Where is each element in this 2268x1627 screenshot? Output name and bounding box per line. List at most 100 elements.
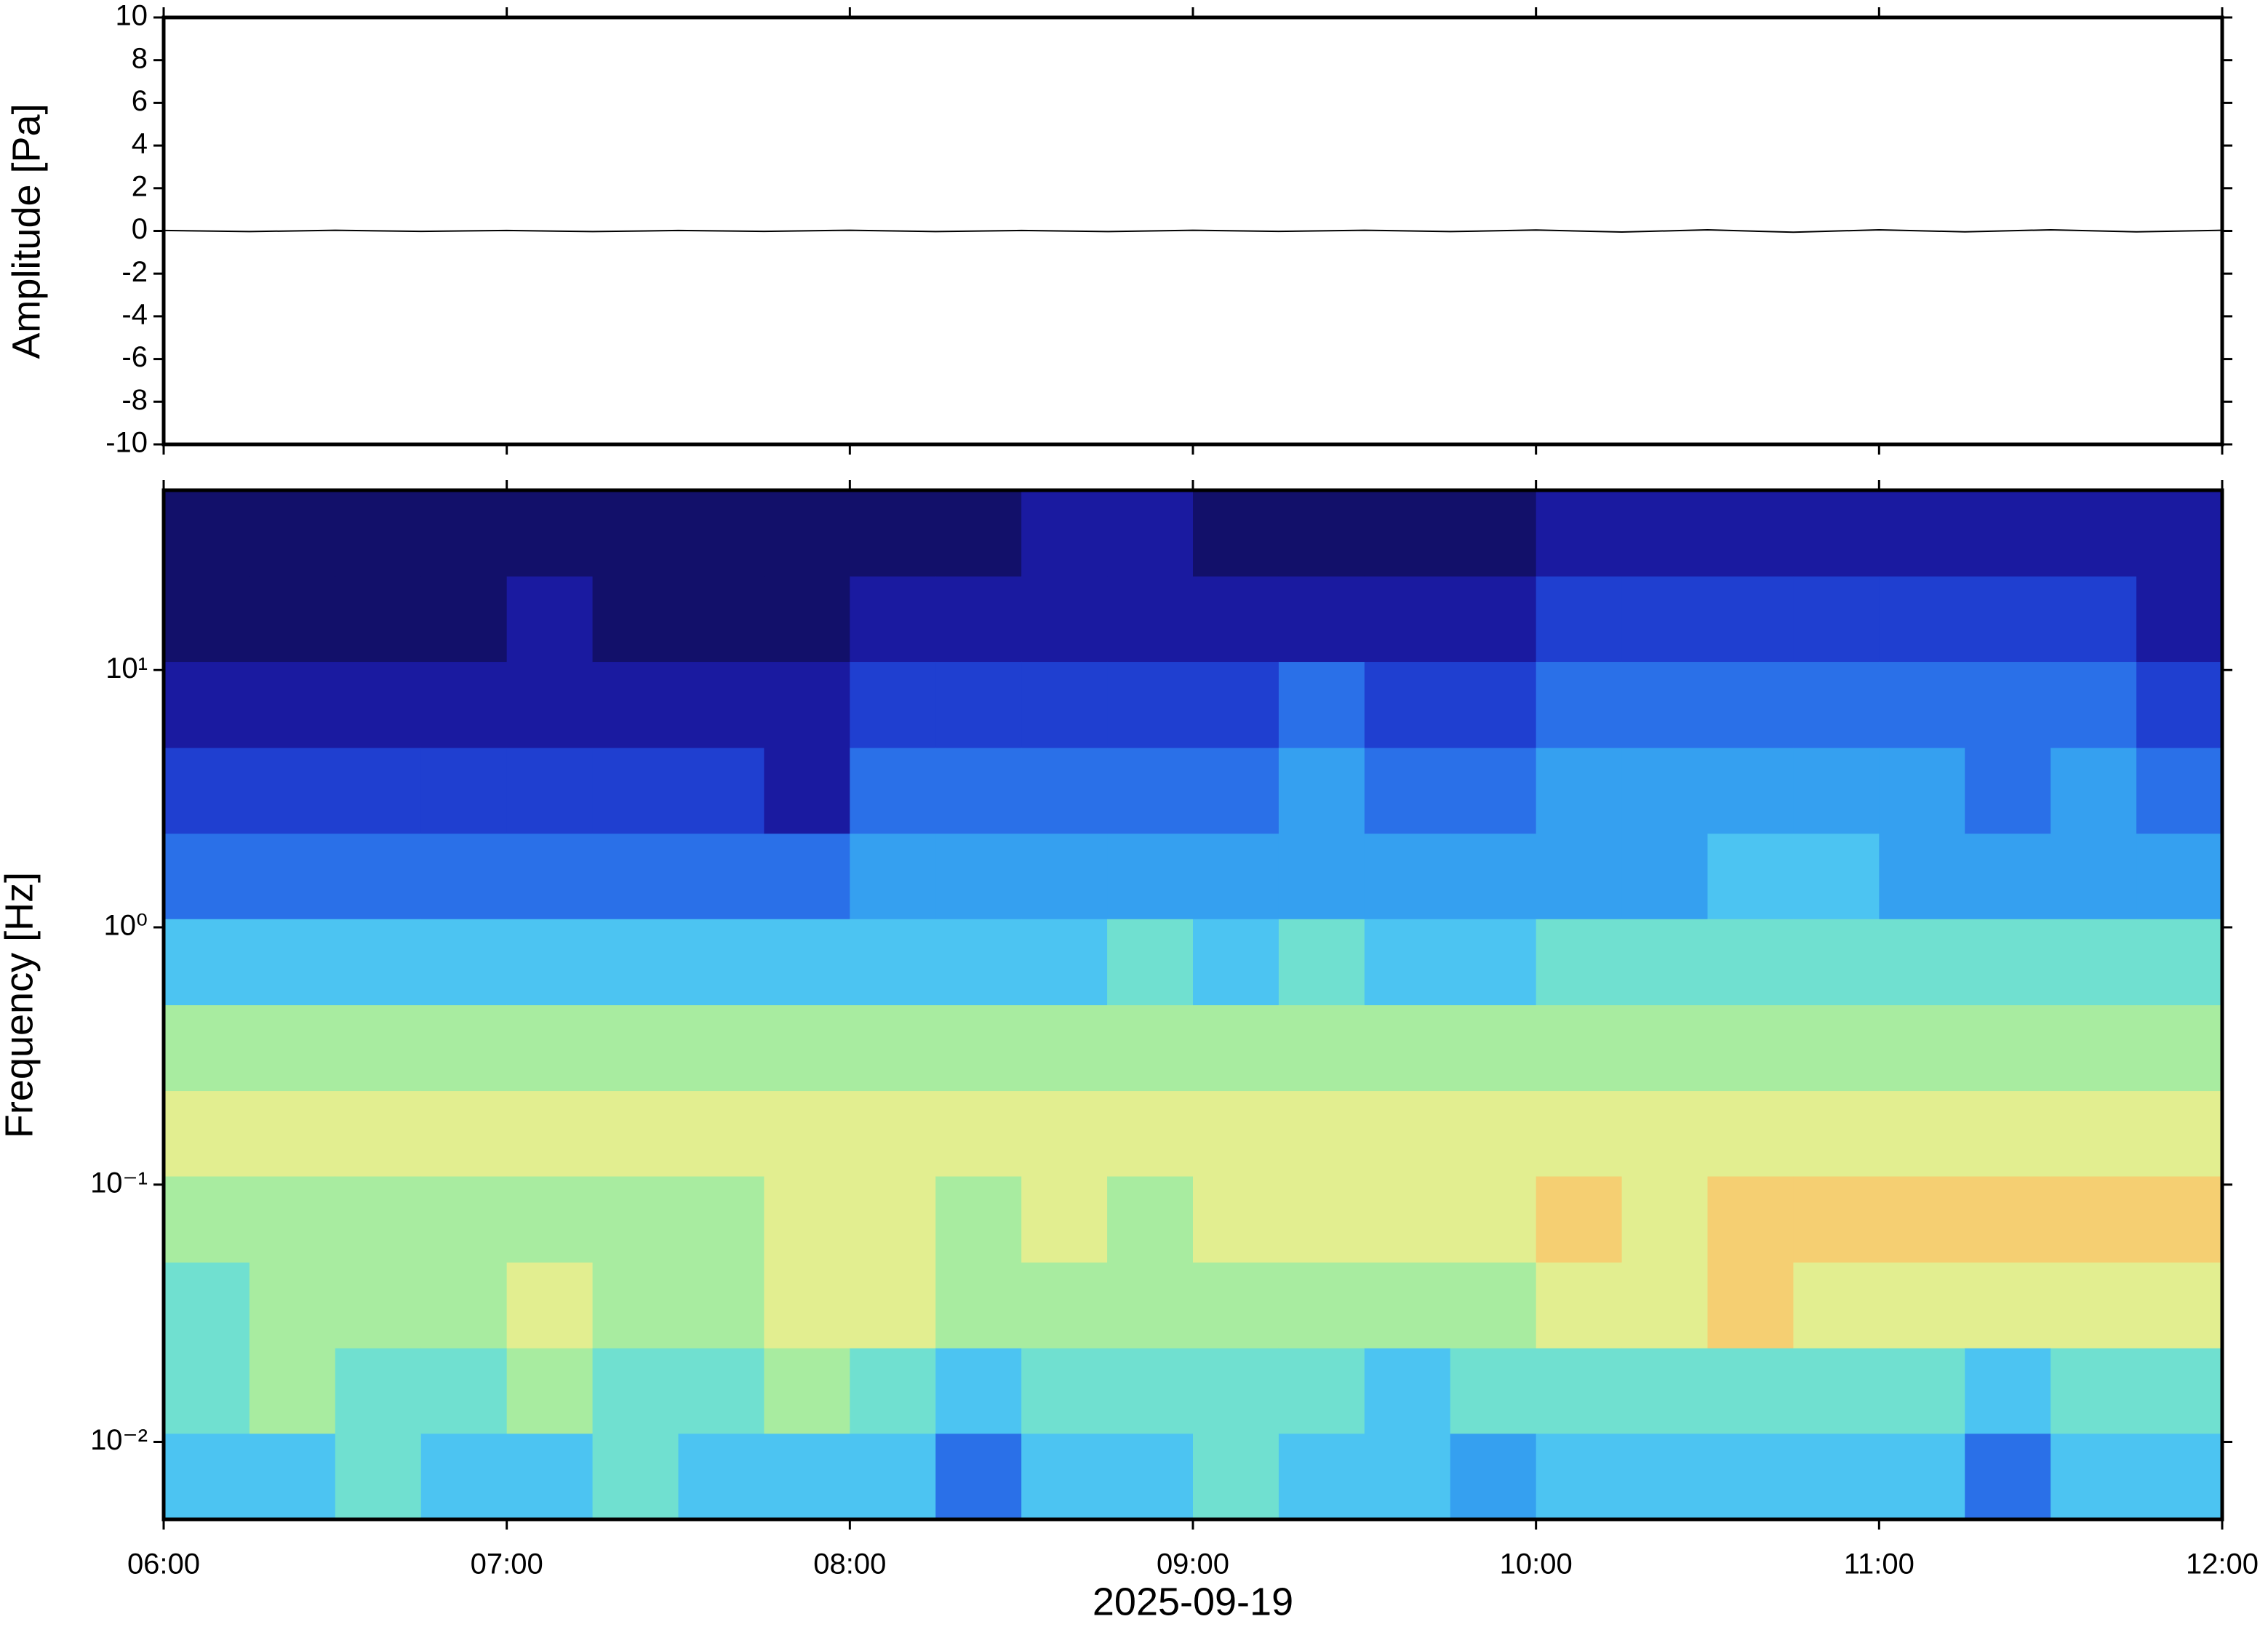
spectrogram-cell	[1021, 1004, 1108, 1092]
spectrogram-cell	[1879, 833, 1965, 919]
spectrogram-cell	[2136, 747, 2223, 834]
spectrogram-cell	[1793, 1090, 1880, 1177]
spectrogram-cell	[1707, 1348, 1794, 1434]
spectrogram-cell	[1793, 490, 1880, 577]
spectrogram-cell	[678, 919, 765, 1006]
x-tick-label: 07:00	[471, 1548, 543, 1580]
spectrogram-cell	[678, 747, 765, 834]
spectrogram-cell	[506, 661, 594, 748]
spectrogram-cell	[1965, 1175, 2051, 1263]
y-tick-label: -8	[121, 384, 148, 416]
spectrogram-cell	[506, 1004, 594, 1092]
spectrogram-cell	[335, 1175, 422, 1263]
spectrogram-cell	[935, 1175, 1022, 1263]
spectrogram-cell	[935, 1090, 1022, 1177]
spectrogram-cell	[1793, 1004, 1880, 1092]
spectrogram-cell	[2136, 833, 2223, 919]
spectrogram-cell	[2051, 747, 2137, 834]
spectrogram-cell	[1450, 919, 1537, 1006]
spectrogram-cell	[164, 1175, 250, 1263]
spectrogram-cell	[335, 1004, 422, 1092]
spectrogram-cell	[1536, 1175, 1623, 1263]
spectrogram-cell	[420, 919, 508, 1006]
spectrogram-cell	[1707, 661, 1794, 748]
spectrogram-cell	[1793, 1433, 1880, 1520]
spectrogram-cell	[592, 490, 679, 577]
spectrogram-cell	[764, 919, 850, 1006]
spectrogram-cell	[1707, 1090, 1794, 1177]
spectrogram-cell	[1364, 575, 1451, 663]
spectrogram-cell	[1364, 1262, 1451, 1348]
spectrogram-cell	[1879, 575, 1965, 663]
spectrogram-cell	[1793, 919, 1880, 1006]
spectrogram-cell	[335, 1348, 422, 1434]
spectrogram-cell	[1364, 1175, 1451, 1263]
spectrogram-cell	[506, 919, 594, 1006]
spectrogram-cell	[1965, 833, 2051, 919]
plot-area	[163, 228, 2223, 1520]
spectrogram-cell	[1879, 1175, 1965, 1263]
spectrogram-cell	[935, 661, 1022, 748]
spectrogram-cell	[935, 1004, 1022, 1092]
spectrogram-cell	[850, 575, 936, 663]
spectrogram-cell	[1793, 1262, 1880, 1348]
spectrogram-cell	[935, 833, 1022, 919]
spectrogram-cell	[164, 747, 250, 834]
spectrogram-cell	[850, 1262, 936, 1348]
spectrogram-cell	[764, 747, 850, 834]
spectrogram-cell	[2136, 1175, 2223, 1263]
spectrogram-cell	[1193, 919, 1279, 1006]
spectrogram-cell	[1793, 747, 1880, 834]
spectrogram-cell	[1364, 1004, 1451, 1092]
y-tick-label: 10	[116, 0, 148, 32]
spectrogram-cell	[935, 1262, 1022, 1348]
spectrogram-cell	[1364, 919, 1451, 1006]
spectrogram-cell	[2136, 1262, 2223, 1348]
spectrogram-cell	[764, 661, 850, 748]
spectrogram-cell	[1021, 919, 1108, 1006]
spectrogram-cell	[764, 1175, 850, 1263]
y-tick-label: 2	[132, 170, 148, 202]
spectrogram-cell	[164, 1262, 250, 1348]
spectrogram-cell	[1450, 575, 1537, 663]
spectrogram-cell	[1107, 1090, 1194, 1177]
spectrogram-cell	[249, 1090, 336, 1177]
spectrogram-cell	[1193, 575, 1279, 663]
spectrogram-cell	[1707, 747, 1794, 834]
spectrogram-cell	[2136, 1348, 2223, 1434]
spectrogram-cell	[1965, 1348, 2051, 1434]
spectrogram-cell	[1965, 1004, 2051, 1092]
spectrogram-cell	[1707, 490, 1794, 577]
spectrogram-cell	[1278, 1348, 1365, 1434]
spectrogram-cell	[249, 919, 336, 1006]
spectrogram-cell	[1278, 919, 1365, 1006]
spectrogram-cell	[764, 1004, 850, 1092]
spectrogram-cell	[1364, 1433, 1451, 1520]
spectrogram-cell	[1536, 490, 1623, 577]
y-tick-label: -4	[121, 298, 148, 330]
spectrogram-cell	[1621, 1262, 1709, 1348]
y-tick-label: 8	[132, 42, 148, 74]
spectrogram-cell	[764, 490, 850, 577]
spectrogram-cell	[1193, 833, 1279, 919]
spectrogram-cell	[592, 1175, 679, 1263]
spectrogram-cell	[249, 747, 336, 834]
spectrogram-cell	[1879, 1262, 1965, 1348]
y-tick-label: -10	[105, 427, 148, 459]
spectrogram-cell	[335, 1262, 422, 1348]
spectrogram-cell	[1879, 1090, 1965, 1177]
spectrogram-cell	[506, 575, 594, 663]
spectrogram-cell	[2051, 833, 2137, 919]
spectrogram-cell	[1707, 1433, 1794, 1520]
spectrogram-cell	[335, 490, 422, 577]
spectrogram-cell	[1193, 1348, 1279, 1434]
spectrogram-cell	[2136, 1004, 2223, 1092]
spectrogram-cell	[164, 575, 250, 663]
spectrogram-cell	[850, 661, 936, 748]
spectrogram-cell	[1965, 661, 2051, 748]
spectrogram-cell	[420, 490, 508, 577]
spectrogram-cell	[420, 1262, 508, 1348]
spectrogram-cell	[249, 490, 336, 577]
spectrogram-cell	[1793, 661, 1880, 748]
spectrogram-cell	[1193, 1433, 1279, 1520]
